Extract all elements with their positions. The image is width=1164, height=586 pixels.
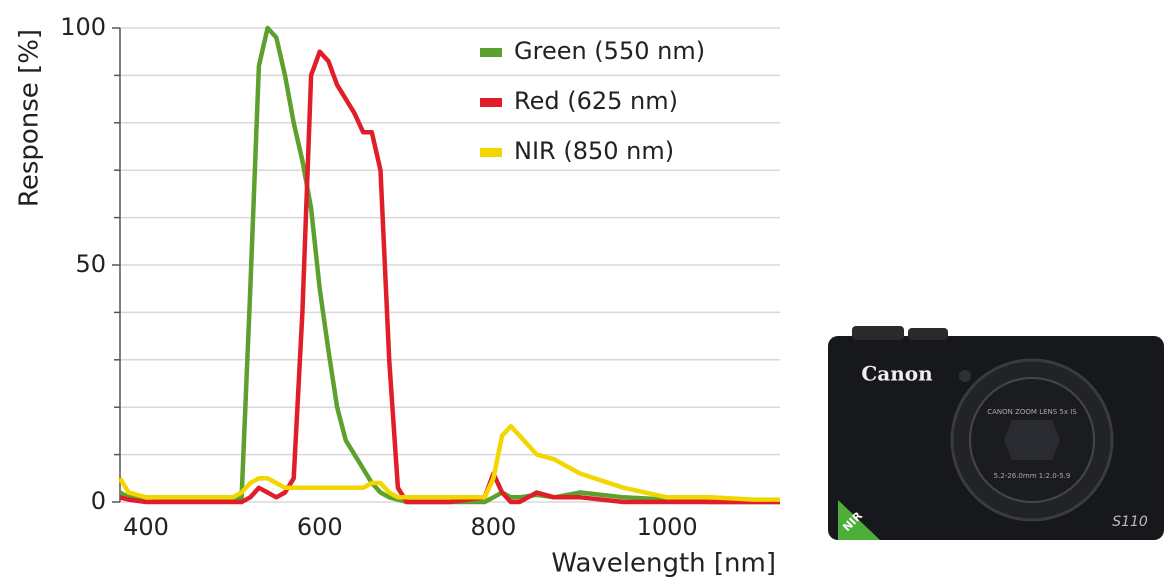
lens-shutter [1004, 420, 1060, 460]
lens-text: CANON ZOOM LENS 5x IS [987, 408, 1077, 416]
legend-swatch [480, 48, 502, 57]
series-line [119, 49, 780, 505]
camera-dial [852, 326, 904, 340]
x-axis-label: Wavelength [nm] [551, 549, 776, 579]
legend-label: Green (550 nm) [514, 37, 705, 65]
y-tick-label: 50 [75, 250, 106, 278]
x-tick-label: 600 [297, 513, 343, 541]
y-tick-label: 100 [60, 13, 106, 41]
nir-badge [838, 500, 880, 540]
camera-brand: Canon [861, 362, 933, 386]
legend-swatch [480, 98, 502, 107]
camera-sensor [959, 370, 971, 382]
y-tick-label: 0 [91, 487, 106, 515]
camera: Canon S110 NIR CANON ZOOM LENS 5x IS 5.2… [828, 326, 1164, 540]
legend-swatch [480, 148, 502, 157]
y-axis-label: Response [%] [15, 29, 45, 207]
x-tick-label: 400 [123, 513, 169, 541]
lens-spec: 5.2-26.0mm 1:2.0-5.9 [994, 472, 1071, 480]
camera-button [908, 328, 948, 340]
legend-label: NIR (850 nm) [514, 137, 674, 165]
x-tick-label: 800 [471, 513, 517, 541]
legend-label: Red (625 nm) [514, 87, 678, 115]
x-tick-label: 1000 [637, 513, 698, 541]
series-line [118, 423, 780, 502]
camera-model: S110 [1112, 514, 1148, 530]
